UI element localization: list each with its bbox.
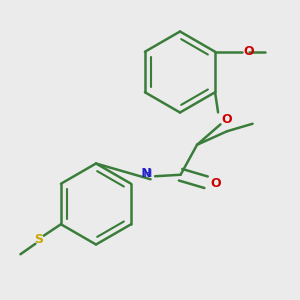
Text: O: O	[244, 45, 254, 58]
Text: N: N	[137, 167, 152, 180]
Text: O: O	[222, 113, 232, 126]
Text: H: H	[144, 169, 152, 179]
Text: S: S	[34, 233, 43, 246]
Text: O: O	[211, 177, 221, 190]
